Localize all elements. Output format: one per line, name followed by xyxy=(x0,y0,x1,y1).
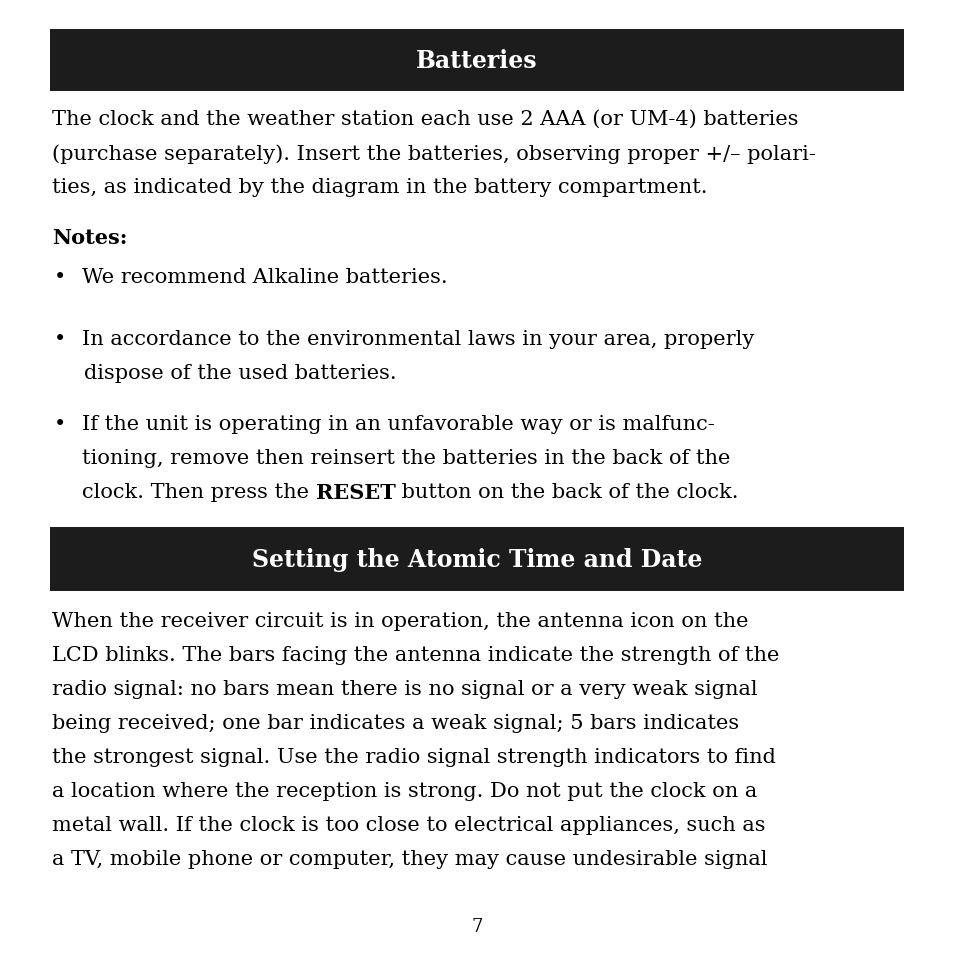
Text: •: • xyxy=(54,415,66,434)
Text: dispose of the used batteries.: dispose of the used batteries. xyxy=(84,364,396,382)
Text: When the receiver circuit is in operation, the antenna icon on the: When the receiver circuit is in operatio… xyxy=(52,612,748,630)
Text: In accordance to the environmental laws in your area, properly: In accordance to the environmental laws … xyxy=(82,330,754,349)
Text: Batteries: Batteries xyxy=(416,49,537,73)
Text: Notes:: Notes: xyxy=(52,228,128,248)
Bar xyxy=(50,30,903,91)
Text: a TV, mobile phone or computer, they may cause undesirable signal: a TV, mobile phone or computer, they may… xyxy=(52,849,767,868)
Text: •: • xyxy=(54,268,66,287)
Text: We recommend Alkaline batteries.: We recommend Alkaline batteries. xyxy=(82,268,447,287)
Text: radio signal: no bars mean there is no signal or a very weak signal: radio signal: no bars mean there is no s… xyxy=(52,679,757,699)
Text: LCD blinks. The bars facing the antenna indicate the strength of the: LCD blinks. The bars facing the antenna … xyxy=(52,645,779,664)
Text: a location where the reception is strong. Do not put the clock on a: a location where the reception is strong… xyxy=(52,781,757,801)
Text: the strongest signal. Use the radio signal strength indicators to find: the strongest signal. Use the radio sign… xyxy=(52,747,775,766)
Bar xyxy=(50,527,903,592)
Text: tioning, remove then reinsert the batteries in the back of the: tioning, remove then reinsert the batter… xyxy=(82,449,730,468)
Text: being received; one bar indicates a weak signal; 5 bars indicates: being received; one bar indicates a weak… xyxy=(52,713,739,732)
Text: If the unit is operating in an unfavorable way or is malfunc-: If the unit is operating in an unfavorab… xyxy=(82,415,714,434)
Text: Setting the Atomic Time and Date: Setting the Atomic Time and Date xyxy=(252,547,701,572)
Text: RESET: RESET xyxy=(315,482,395,502)
Text: ties, as indicated by the diagram in the battery compartment.: ties, as indicated by the diagram in the… xyxy=(52,178,707,196)
Text: (purchase separately). Insert the batteries, observing proper +/– polari-: (purchase separately). Insert the batter… xyxy=(52,144,815,164)
Text: button on the back of the clock.: button on the back of the clock. xyxy=(395,482,739,501)
Text: The clock and the weather station each use 2 AAA (or UM-4) batteries: The clock and the weather station each u… xyxy=(52,110,798,129)
Text: 7: 7 xyxy=(471,917,482,935)
Text: clock. Then press the: clock. Then press the xyxy=(82,482,315,501)
Text: metal wall. If the clock is too close to electrical appliances, such as: metal wall. If the clock is too close to… xyxy=(52,815,764,834)
Text: •: • xyxy=(54,330,66,349)
